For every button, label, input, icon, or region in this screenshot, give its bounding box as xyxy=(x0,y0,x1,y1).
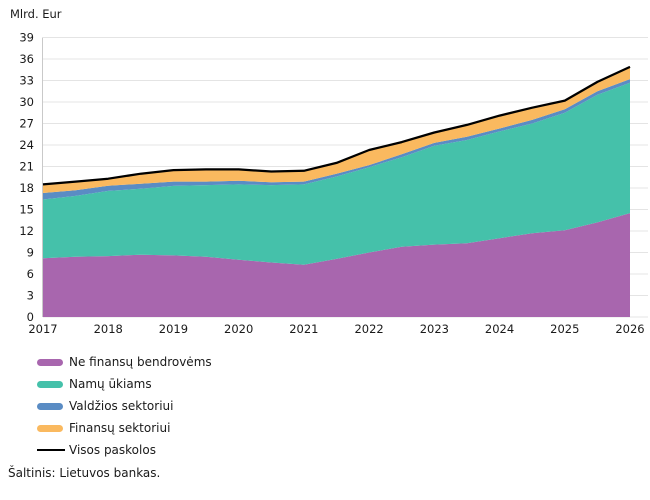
x-tick-label: 2019 xyxy=(159,322,188,336)
area-valdzios-sektoriui xyxy=(43,79,630,200)
x-tick-label: 2017 xyxy=(28,322,57,336)
legend-color-swatch xyxy=(37,380,63,388)
x-tick-label: 2018 xyxy=(94,322,123,336)
y-tick-label: 30 xyxy=(19,95,34,109)
legend-item-visos-paskolos: Visos paskolos xyxy=(37,439,212,461)
legend-label: Ne finansų bendrovėms xyxy=(69,355,212,369)
legend-label: Valdžios sektoriui xyxy=(69,399,174,413)
legend-item-ne-finansu-bendrovems: Ne finansų bendrovėms xyxy=(37,351,212,373)
y-tick-label: 36 xyxy=(19,52,34,66)
line-visos-paskolos xyxy=(42,65,631,186)
x-tick-label: 2020 xyxy=(224,322,253,336)
legend-item-valdzios-sektoriui: Valdžios sektoriui xyxy=(37,395,212,417)
x-tick-label: 2026 xyxy=(615,322,644,336)
chart-legend: Ne finansų bendrovėms Namų ūkiams Valdžios… xyxy=(37,351,212,461)
y-tick-label: 9 xyxy=(27,246,34,260)
legend-color-swatch xyxy=(37,424,63,432)
legend-label: Visos paskolos xyxy=(69,443,156,457)
y-tick-label: 27 xyxy=(19,117,34,131)
legend-label: Finansų sektoriui xyxy=(69,421,171,435)
source-note: Šaltinis: Lietuvos bankas. xyxy=(8,466,161,480)
legend-item-namu-ukiams: Namų ūkiams xyxy=(37,373,212,395)
y-tick-label: 39 xyxy=(19,31,34,45)
legend-label: Namų ūkiams xyxy=(69,377,152,391)
y-tick-label: 15 xyxy=(19,203,34,217)
legend-line-swatch xyxy=(37,448,65,452)
y-tick-label: 21 xyxy=(19,160,34,174)
x-tick-label: 2023 xyxy=(420,322,449,336)
area-ne-finansu-bendrovems xyxy=(43,213,630,317)
y-tick-label: 12 xyxy=(19,224,34,238)
x-tick-label: 2022 xyxy=(354,322,383,336)
y-tick-label: 0 xyxy=(27,310,34,324)
x-tick-label: 2024 xyxy=(485,322,514,336)
y-tick-label: 24 xyxy=(19,138,34,152)
y-tick-label: 6 xyxy=(27,267,34,281)
x-tick-label: 2021 xyxy=(289,322,318,336)
area-namu-ukiams xyxy=(43,82,630,265)
legend-color-swatch xyxy=(37,402,63,410)
y-tick-label: 3 xyxy=(27,289,34,303)
y-tick-label: 18 xyxy=(19,181,34,195)
y-axis-unit-label: Mlrd. Eur xyxy=(10,7,62,21)
x-tick-label: 2025 xyxy=(550,322,579,336)
legend-item-finansu-sektoriui: Finansų sektoriui xyxy=(37,417,212,439)
y-tick-label: 33 xyxy=(19,74,34,88)
legend-color-swatch xyxy=(37,358,63,366)
